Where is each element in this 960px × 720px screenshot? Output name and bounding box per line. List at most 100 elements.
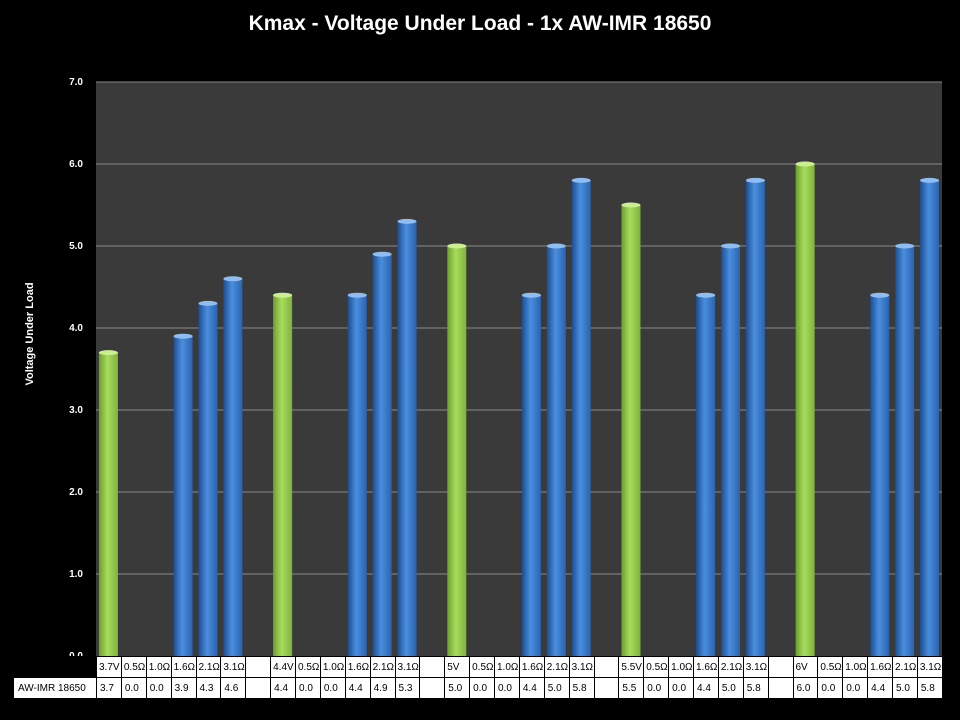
category-label: 1.6Ω (518, 656, 545, 678)
bar-top-cap (870, 292, 890, 298)
bar-top-cap (372, 251, 392, 257)
category-label (245, 656, 272, 678)
bar-top-cap (546, 243, 566, 249)
data-label: 4.4 (867, 677, 893, 699)
data-label: 0.0 (494, 677, 520, 699)
load-voltage-bar (546, 246, 566, 656)
category-label: 3.7V (96, 656, 122, 678)
category-label: 0.5Ω (469, 656, 495, 678)
data-label: 6.0 (792, 677, 819, 699)
data-label: 0.0 (842, 677, 869, 699)
data-label (593, 677, 620, 699)
load-voltage-bar (372, 254, 392, 656)
data-label (419, 677, 446, 699)
load-voltage-bar (870, 295, 890, 656)
data-label: 3.7 (96, 677, 122, 699)
y-tick-label: 4.0 (69, 323, 83, 334)
load-voltage-bar (223, 278, 243, 656)
data-label: 4.3 (195, 677, 222, 699)
y-tick-label: 1.0 (69, 569, 83, 580)
category-row: 3.7V 0.5Ω 1.0Ω 1.6Ω 2.1Ω 3.1Ω 4.4V 0.5Ω 1.0Ω 1.6Ω… (13, 656, 943, 678)
category-label: 1.6Ω (693, 656, 719, 678)
data-label (245, 677, 272, 699)
category-label (419, 656, 446, 678)
category-label: 1.0Ω (668, 656, 694, 678)
load-voltage-bar (347, 295, 367, 656)
data-label: 3.9 (170, 677, 197, 699)
bar-top-cap (621, 202, 641, 208)
data-label: 0.0 (319, 677, 346, 699)
category-label: 3.1Ω (220, 656, 247, 678)
category-label: 1.0Ω (842, 656, 869, 678)
y-tick-label: 3.0 (69, 405, 83, 416)
category-label: 2.1Ω (543, 656, 570, 678)
category-label: 0.5Ω (643, 656, 670, 678)
bar-top-cap (571, 177, 591, 183)
bar-top-cap (521, 292, 541, 298)
data-label: 0.0 (817, 677, 844, 699)
y-tick-label: 0.0 (69, 651, 83, 656)
bar-top-cap (745, 177, 765, 183)
data-label: 0.0 (668, 677, 694, 699)
data-label: 4.4 (693, 677, 719, 699)
bar-top-cap (920, 177, 940, 183)
data-label: 0.0 (120, 677, 147, 699)
data-table: 3.7V 0.5Ω 1.0Ω 1.6Ω 2.1Ω 3.1Ω 4.4V 0.5Ω 1.0Ω 1.6Ω… (13, 656, 943, 699)
category-label: 3.1Ω (742, 656, 769, 678)
data-label: 5.0 (717, 677, 744, 699)
category-label: 1.0Ω (319, 656, 346, 678)
data-label: 5.8 (742, 677, 769, 699)
bar-top-cap (795, 161, 815, 167)
load-voltage-bar (696, 295, 716, 656)
value-row: AW-IMR 18650 3.7 0.0 0.0 3.9 4.3 4.6 4.4 0.0 0.0 4… (13, 677, 943, 699)
data-label: 5.8 (916, 677, 943, 699)
bar-top-cap (273, 292, 293, 298)
data-label: 5.0 (444, 677, 471, 699)
data-label: 0.0 (469, 677, 495, 699)
category-label: 3.1Ω (394, 656, 421, 678)
data-label: 5.0 (892, 677, 918, 699)
category-label: 6V (792, 656, 819, 678)
category-label: 1.6Ω (170, 656, 197, 678)
y-tick-label: 7.0 (69, 77, 83, 88)
y-tick-label: 2.0 (69, 487, 83, 498)
category-label: 4.4V (270, 656, 296, 678)
category-label: 0.5Ω (295, 656, 321, 678)
bar-top-cap (223, 276, 243, 282)
load-voltage-bar (571, 180, 591, 656)
category-label: 5V (444, 656, 471, 678)
reference-voltage-bar (621, 205, 641, 656)
bar-top-cap (895, 243, 915, 249)
series-name-cell: AW-IMR 18650 (13, 677, 97, 699)
data-label: 0.0 (643, 677, 670, 699)
category-label: 1.0Ω (494, 656, 520, 678)
reference-voltage-bar (273, 295, 293, 656)
category-label: 5.5V (618, 656, 645, 678)
load-voltage-bar (920, 180, 940, 656)
chart-plot: 0.0 1.0 2.0 3.0 4.0 5.0 6.0 7.0 (69, 77, 942, 656)
data-label: 4.9 (369, 677, 396, 699)
data-label: 5.3 (394, 677, 421, 699)
table-corner (13, 656, 97, 678)
load-voltage-bar (745, 180, 765, 656)
bar-top-cap (198, 300, 218, 306)
category-label: 3.1Ω (916, 656, 943, 678)
bar-top-cap (696, 292, 716, 298)
load-voltage-bar (198, 303, 218, 656)
category-label: 1.6Ω (867, 656, 893, 678)
bar-top-cap (721, 243, 740, 249)
data-label: 4.4 (270, 677, 296, 699)
category-label (767, 656, 794, 678)
bar-top-cap (347, 292, 367, 298)
chart-title: Kmax - Voltage Under Load - 1x AW-IMR 18… (248, 12, 712, 35)
data-label: 4.4 (344, 677, 371, 699)
load-voltage-bar (397, 221, 417, 656)
category-label: 1.6Ω (344, 656, 371, 678)
category-label (593, 656, 620, 678)
category-label: 0.5Ω (120, 656, 147, 678)
y-tick-label: 6.0 (69, 159, 83, 170)
category-label: 2.1Ω (892, 656, 918, 678)
category-label: 3.1Ω (568, 656, 595, 678)
category-label: 2.1Ω (195, 656, 222, 678)
load-voltage-bar (721, 246, 740, 656)
